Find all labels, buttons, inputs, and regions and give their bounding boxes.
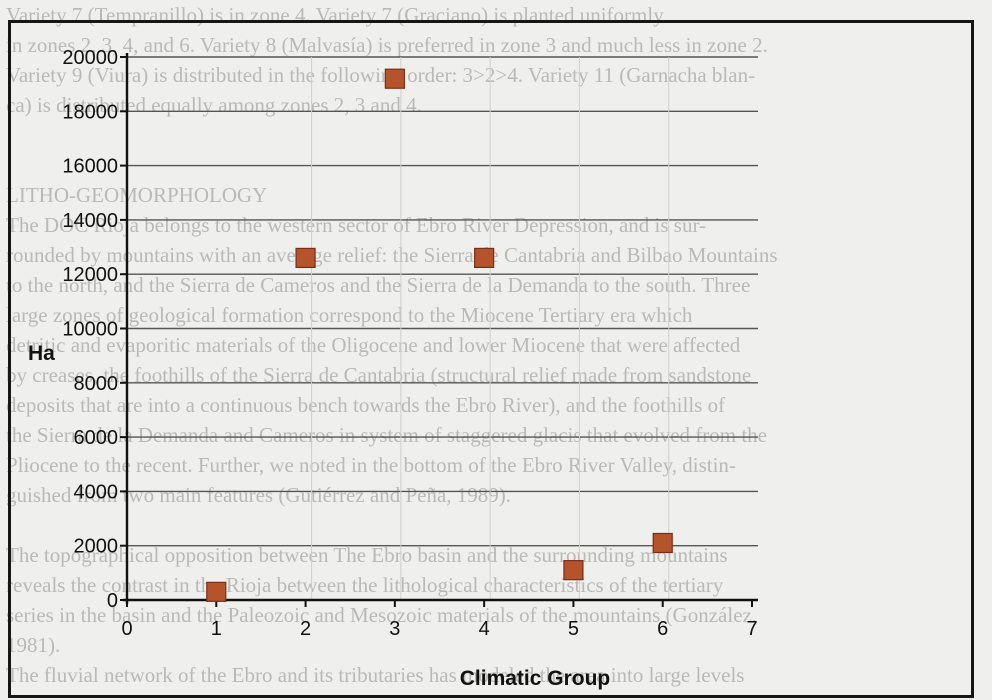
data-point (652, 532, 673, 554)
x-tick-label: 3 (389, 618, 400, 640)
background-page-text: Variety 7 (Tempranillo) is in zone 4. Va… (6, 0, 992, 690)
data-point (474, 247, 495, 269)
background-text-line: detritic and evaporitic materials of the… (6, 333, 741, 357)
y-tick-label: 2000 (74, 536, 119, 558)
y-ticks: 0 2000 4000 6000 8000 10000 12000 14000 16000 180… (62, 47, 127, 612)
background-text-line: in zones 2, 3, 4, and 6. Variety 8 (Malv… (6, 33, 768, 57)
data-point (384, 68, 405, 89)
background-text-line: large zones of geological formation corr… (6, 303, 693, 327)
background-text-line: reveals the contrast in the Rioja betwee… (6, 573, 724, 597)
background-text-line: the Sierra de la Demanda and Cameros in … (6, 423, 768, 447)
background-text-line: rounded by mountains with an average rel… (6, 243, 778, 267)
y-tick-label: 16000 (62, 156, 118, 178)
y-tick-label: 14000 (62, 210, 118, 232)
background-text-line: The DOC Rioja belongs to the western sec… (6, 213, 707, 237)
gridlines (127, 56, 758, 600)
background-text-line: Variety 7 (Tempranillo) is in zone 4. Va… (6, 3, 664, 27)
data-point (206, 581, 227, 602)
x-tick-label: 4 (479, 618, 490, 640)
background-text-line: LITHO-GEOMORPHOLOGY (6, 183, 268, 207)
background-text-line: Variety 9 (Viura) is distributed in the … (6, 63, 756, 87)
background-text-line: The fluvial network of the Ebro and its … (6, 663, 745, 687)
y-tick-label: 6000 (74, 427, 119, 449)
y-tick-label: 10000 (62, 319, 118, 341)
background-text-line: 1981). (6, 633, 61, 657)
data-points (206, 68, 673, 602)
x-tick-label: 2 (300, 618, 311, 640)
data-point (295, 247, 316, 269)
y-tick-label: 0 (107, 590, 118, 612)
background-text-line: guished from two main features (Gutiérre… (6, 483, 512, 507)
data-point (563, 560, 584, 581)
x-axis-label: Climatic Group (460, 667, 611, 690)
x-tick-label: 0 (121, 618, 132, 640)
x-tick-label: 5 (568, 618, 579, 640)
y-tick-label: 18000 (62, 101, 118, 123)
y-tick-label: 12000 (62, 264, 118, 286)
y-tick-label: 8000 (74, 373, 119, 395)
background-text-line: series in the basin and the Paleozoic an… (6, 603, 758, 627)
x-tick-label: 1 (211, 618, 222, 640)
background-text-line: ca) is distributed equally among zones 2… (6, 93, 422, 117)
x-tick-label: 7 (746, 618, 757, 640)
background-text-line: to the north, and the Sierra de Cameros … (6, 273, 751, 297)
x-tick-label: 6 (657, 618, 668, 640)
y-tick-label: 4000 (74, 481, 119, 503)
y-axis-label: Ha (28, 342, 55, 365)
y-tick-label: 20000 (62, 47, 118, 69)
x-ticks: 0 1 2 3 4 5 6 7 (121, 600, 758, 640)
chart-frame (8, 20, 974, 698)
